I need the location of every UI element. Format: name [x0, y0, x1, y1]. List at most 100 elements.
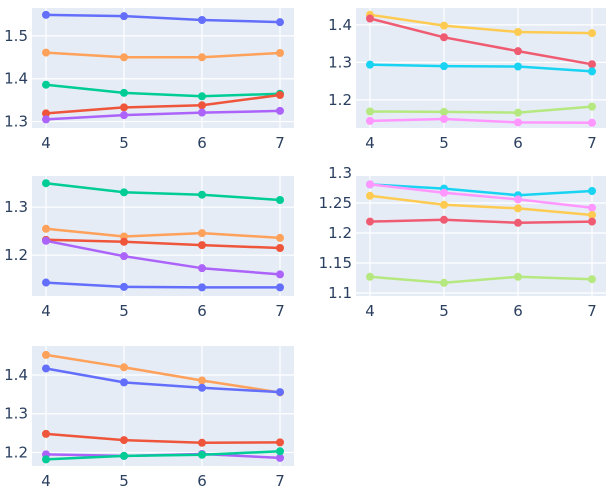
data-point — [440, 188, 448, 197]
data-point — [366, 191, 374, 200]
data-point — [588, 187, 596, 195]
data-point — [198, 190, 206, 199]
data-point — [120, 103, 128, 112]
data-point — [514, 204, 522, 213]
data-point — [588, 118, 596, 127]
data-point — [588, 275, 596, 284]
data-point — [120, 436, 128, 445]
series-line — [369, 63, 593, 73]
x-tick-label: 4 — [41, 134, 51, 152]
series-2 — [42, 224, 284, 242]
data-point — [366, 107, 374, 116]
x-tick-label: 6 — [197, 134, 207, 152]
data-point — [42, 278, 50, 287]
data-point — [120, 53, 128, 62]
data-point — [366, 60, 374, 69]
data-point — [440, 200, 448, 209]
data-point — [440, 215, 448, 224]
data-point — [276, 453, 284, 462]
data-point — [42, 109, 50, 118]
y-tick-label: 1.3 — [4, 113, 28, 131]
series-line — [369, 218, 593, 225]
series-line — [45, 432, 281, 445]
series-2 — [366, 180, 596, 212]
series-3 — [366, 60, 596, 76]
subplot-3: 1.2 1.3 4 5 6 7 — [4, 176, 294, 320]
data-point — [440, 115, 448, 123]
data-point — [198, 283, 206, 292]
x-tick-label: 5 — [119, 302, 129, 320]
subplot-4: 1.1 1.15 1.2 1.25 1.3 4 5 6 7 — [319, 164, 606, 320]
data-point — [42, 48, 50, 57]
data-point — [276, 18, 284, 27]
data-point — [120, 378, 128, 387]
x-tick-label: 6 — [513, 134, 523, 152]
series-2 — [366, 14, 596, 69]
series-5 — [366, 115, 596, 127]
data-point — [276, 283, 284, 292]
data-point — [198, 264, 206, 273]
x-tick-label: 5 — [439, 134, 449, 152]
x-tick-label: 4 — [41, 302, 51, 320]
x-tick-label: 6 — [197, 472, 207, 490]
data-point — [198, 438, 206, 447]
data-point — [276, 233, 284, 242]
data-point — [588, 102, 596, 111]
series-1 — [42, 10, 284, 27]
data-point — [120, 451, 128, 460]
series-line — [45, 51, 281, 59]
data-point — [276, 438, 284, 447]
series-line — [45, 367, 281, 394]
plot-area — [356, 8, 606, 128]
data-point — [366, 180, 374, 189]
data-point — [42, 350, 50, 359]
data-point — [366, 116, 374, 125]
data-point — [276, 196, 284, 204]
data-point — [588, 211, 596, 219]
data-point — [514, 272, 522, 281]
subplot-1: 1.3 1.4 1.5 4 5 6 7 — [4, 8, 294, 152]
data-point — [440, 107, 448, 116]
data-point — [588, 217, 596, 226]
data-point — [42, 179, 50, 188]
series-line — [45, 181, 281, 202]
data-point — [198, 450, 206, 459]
data-point — [440, 21, 448, 30]
data-point — [514, 108, 522, 117]
data-point — [276, 49, 284, 57]
series-line — [369, 117, 593, 125]
x-tick-label: 7 — [275, 134, 285, 152]
data-point — [276, 106, 284, 115]
data-point — [276, 270, 284, 279]
series-line — [369, 183, 593, 210]
x-tick-label: 4 — [365, 302, 375, 320]
series-2 — [42, 48, 284, 62]
data-point — [42, 115, 50, 124]
data-point — [42, 236, 50, 245]
series-line — [45, 353, 281, 394]
y-tick-label: 1.2 — [4, 443, 28, 461]
data-point — [514, 28, 522, 36]
subplot-5: 1.2 1.3 1.4 4 5 6 7 — [4, 346, 294, 490]
data-point — [514, 218, 522, 227]
y-tick-label: 1.3 — [4, 405, 28, 423]
x-tick-label: 4 — [41, 472, 51, 490]
data-point — [42, 364, 50, 373]
data-point — [588, 203, 596, 212]
y-tick-label: 1.4 — [4, 366, 28, 384]
plot-area — [32, 8, 294, 128]
data-point — [120, 88, 128, 97]
series-line — [45, 227, 281, 240]
y-tick-label: 1.2 — [4, 246, 28, 264]
data-point — [514, 47, 522, 56]
x-tick-label: 7 — [275, 472, 285, 490]
subplot-2: 1.2 1.3 1.4 4 5 6 7 — [328, 8, 606, 152]
data-point — [514, 195, 522, 204]
data-point — [42, 455, 50, 464]
data-point — [198, 108, 206, 117]
data-point — [514, 118, 522, 127]
data-point — [276, 388, 284, 397]
series-line — [45, 281, 280, 289]
data-point — [366, 217, 374, 226]
